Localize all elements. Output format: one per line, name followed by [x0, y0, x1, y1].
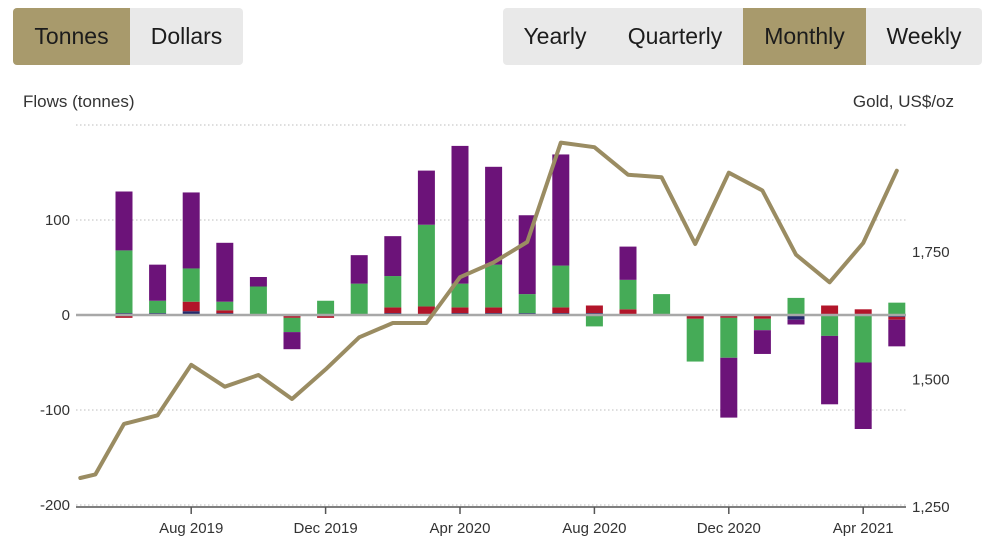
x-tick-label: Apr 2020 [430, 520, 491, 537]
bar-segment [888, 316, 906, 320]
monthly-button[interactable]: Monthly [743, 8, 866, 65]
bar-segment [485, 264, 503, 308]
bar-segment [216, 301, 234, 311]
bar-segment [888, 319, 906, 347]
y-tick-label: 100 [45, 212, 70, 229]
bar-segment [619, 309, 637, 315]
bar-segment [787, 297, 805, 315]
bar-segment [585, 305, 603, 314]
bar-segment [753, 330, 771, 354]
x-tick-label: Aug 2019 [159, 520, 223, 537]
bar-segment [451, 283, 469, 308]
right-axis-title: Gold, US$/oz [852, 92, 954, 111]
bar-segment [854, 309, 872, 315]
bar-segment [317, 315, 335, 318]
bar-segment [283, 315, 301, 318]
bar-segment [720, 315, 738, 318]
yearly-button[interactable]: Yearly [523, 23, 587, 49]
bar-segment [182, 192, 200, 269]
bar-segment [753, 315, 771, 319]
y2-tick-label: 1,750 [912, 244, 950, 261]
bar-segment [451, 145, 469, 284]
x-tick-label: Aug 2020 [562, 520, 626, 537]
bar-segment [115, 250, 133, 314]
bar-segment [720, 317, 738, 358]
bar-segment [417, 224, 435, 307]
bar-segment [821, 305, 839, 315]
bar-segment [485, 166, 503, 265]
bar-segment [216, 310, 234, 314]
bar-segment [182, 311, 200, 315]
bar-segment [753, 318, 771, 331]
bar-segment [182, 301, 200, 312]
bar-segment [384, 236, 402, 277]
bar-segment [417, 306, 435, 315]
bar-segment [115, 315, 133, 318]
bar-segment [585, 315, 603, 327]
bar-segment [787, 319, 805, 325]
bar-segment [552, 307, 570, 314]
bar-segment [619, 279, 637, 310]
bar-segment [888, 302, 906, 315]
dollars-button[interactable]: Dollars [150, 23, 223, 49]
left-axis-title: Flows (tonnes) [23, 92, 135, 111]
y-tick-label: -200 [40, 497, 70, 514]
bar-segment [249, 277, 267, 287]
bar-segment [686, 318, 704, 362]
units-toggle: Tonnes Dollars [13, 8, 243, 65]
bar-segment [384, 276, 402, 308]
bar-segment [283, 332, 301, 350]
period-toggle: Yearly Quarterly Monthly Weekly [503, 8, 982, 65]
bar-segment [485, 307, 503, 314]
bar-segment [518, 294, 536, 314]
bar-segment [854, 315, 872, 363]
y2-tick-label: 1,500 [912, 372, 950, 389]
bar-segment [854, 362, 872, 429]
bar-segment [821, 335, 839, 405]
x-tick-label: Dec 2019 [293, 520, 357, 537]
bar-segment [317, 300, 335, 315]
bar-segment [417, 170, 435, 225]
bar-segment [720, 357, 738, 418]
bar-segment [149, 264, 167, 301]
bar-segment [149, 300, 167, 314]
x-tick-label: Dec 2020 [697, 520, 761, 537]
bar-segment [821, 315, 839, 336]
y2-tick-label: 1,250 [912, 499, 950, 516]
bar-segment [619, 246, 637, 280]
bar-segment [283, 317, 301, 333]
bar-segment [216, 242, 234, 302]
bar-segment [653, 294, 671, 315]
bar-segment [350, 255, 368, 284]
y-tick-label: -100 [40, 402, 70, 419]
x-tick-label: Apr 2021 [833, 520, 894, 537]
y-tick-label: 0 [62, 307, 70, 324]
gold-price-line [78, 140, 899, 480]
bar-segment [686, 315, 704, 319]
bar-segment [350, 283, 368, 315]
bar-segment [787, 315, 805, 320]
bar-segment [384, 307, 402, 314]
bar-segment [115, 191, 133, 251]
bar-segment [552, 265, 570, 308]
bar-segment [552, 154, 570, 266]
bar-segment [249, 286, 267, 315]
quarterly-button[interactable]: Quarterly [627, 23, 723, 49]
tonnes-button[interactable]: Tonnes [13, 8, 130, 65]
bar-segment [451, 307, 469, 314]
weekly-button[interactable]: Weekly [886, 23, 962, 49]
bar-segment [182, 268, 200, 302]
